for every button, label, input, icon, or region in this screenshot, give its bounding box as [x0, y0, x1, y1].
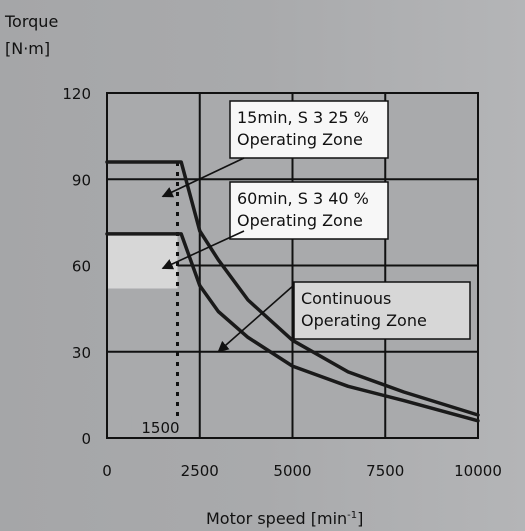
x-tick-label: 7500 — [366, 462, 404, 480]
annotation-text-1: 15min, S 3 25 % — [237, 108, 369, 127]
y-tick-label: 0 — [81, 430, 91, 448]
y-axis-title: Torque — [4, 12, 58, 31]
x-tick-label: 2500 — [181, 462, 219, 480]
marker-label: 1500 — [141, 419, 179, 437]
y-axis-unit: [N·m] — [5, 39, 50, 58]
y-tick-label: 30 — [72, 344, 91, 362]
annotation-box-1 — [229, 100, 389, 159]
annotation-text-3: Continuous — [301, 289, 391, 308]
tick-labels: 0 2500 5000 7500 10000 0 30 60 90 120 — [62, 85, 502, 480]
annotation-arrow-2 — [161, 230, 245, 270]
continuous-zone-fill — [107, 233, 178, 289]
y-tick-label: 60 — [72, 258, 91, 276]
annotation-text-1: Operating Zone — [237, 130, 363, 149]
annotation-box-2 — [229, 181, 389, 240]
annotation-box-3 — [293, 281, 471, 340]
marker-label-bg — [131, 416, 190, 437]
annotation-text-2: 60min, S 3 40 % — [237, 189, 369, 208]
x-tick-label: 10000 — [454, 462, 502, 480]
y-tick-label: 90 — [72, 171, 91, 189]
annotation-arrow-3 — [217, 284, 295, 353]
y-tick-label: 120 — [62, 85, 91, 103]
curve-2 — [105, 232, 480, 423]
annotations-layer: 1500 15min, S 3 25 % Operating Zone 60min, … — [131, 100, 471, 437]
x-axis-title-main: Motor speed [min — [206, 509, 347, 528]
plot-frame-rect — [106, 92, 479, 439]
x-axis-title-superscript: -1 — [347, 510, 357, 521]
x-axis-title: Motor speed [min-1] — [206, 509, 363, 528]
annotation-text-2: Operating Zone — [237, 211, 363, 230]
x-tick-label: 0 — [102, 462, 112, 480]
annotation-arrow-1 — [161, 157, 245, 198]
x-axis-title-close: ] — [357, 509, 363, 528]
annotation-text-3: Operating Zone — [301, 311, 427, 330]
plot-frame — [106, 92, 479, 439]
x-tick-label: 5000 — [273, 462, 311, 480]
